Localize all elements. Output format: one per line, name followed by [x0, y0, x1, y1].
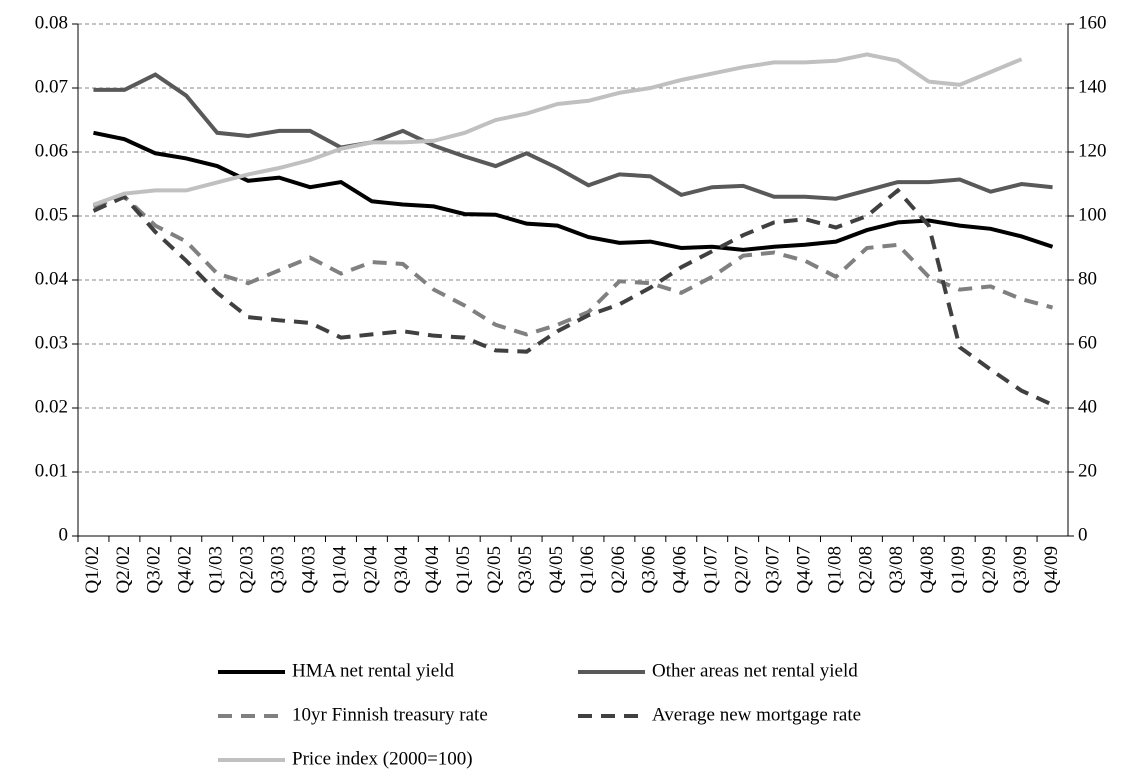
- y2-tick-label: 140: [1078, 76, 1107, 97]
- x-tick-label: Q1/02: [82, 546, 103, 594]
- y2-tick-label: 20: [1078, 460, 1097, 481]
- x-tick-label: Q2/02: [113, 546, 134, 594]
- series-line: [93, 72, 1053, 201]
- x-tick-label: Q4/04: [422, 546, 443, 594]
- y-tick-label: 0.08: [35, 12, 68, 33]
- series-line: [93, 130, 1054, 252]
- y-tick-label: 0.07: [35, 76, 68, 97]
- y-tick-label: 0: [59, 524, 69, 545]
- y-tick-label: 0.02: [35, 396, 68, 417]
- y2-tick-label: 120: [1078, 140, 1107, 161]
- x-tick-label: Q2/03: [237, 546, 258, 594]
- x-tick-label: Q2/08: [855, 546, 876, 594]
- y2-tick-label: 0: [1078, 524, 1088, 545]
- y2-tick-label: 80: [1078, 268, 1097, 289]
- y2-tick-label: 60: [1078, 332, 1097, 353]
- y-tick-label: 0.01: [35, 460, 68, 481]
- x-tick-label: Q2/09: [979, 546, 1000, 594]
- x-tick-label: Q3/02: [144, 546, 165, 594]
- x-tick-label: Q3/03: [267, 546, 288, 594]
- x-tick-label: Q3/06: [639, 546, 660, 594]
- legend-label: Price index (2000=100): [292, 748, 473, 769]
- series-line: [92, 187, 1054, 407]
- x-tick-label: Q1/05: [453, 546, 474, 594]
- legend-label: Average new mortgage rate: [652, 704, 861, 725]
- y2-tick-label: 100: [1078, 204, 1107, 225]
- y-tick-label: 0.05: [35, 204, 68, 225]
- y-tick-label: 0.03: [35, 332, 68, 353]
- x-tick-label: Q4/02: [175, 546, 196, 594]
- y2-tick-label: 160: [1078, 12, 1107, 33]
- x-tick-label: Q3/04: [391, 546, 412, 594]
- legend-label: Other areas net rental yield: [652, 660, 858, 681]
- y-tick-label: 0.06: [35, 140, 68, 161]
- x-tick-label: Q4/07: [793, 546, 814, 594]
- x-tick-label: Q3/08: [886, 546, 907, 594]
- x-tick-label: Q4/06: [670, 546, 691, 594]
- series-line: [92, 194, 1054, 337]
- x-tick-label: Q1/07: [701, 546, 722, 594]
- x-tick-label: Q1/03: [206, 546, 227, 594]
- y-tick-label: 0.04: [35, 268, 69, 289]
- x-tick-label: Q2/07: [732, 546, 753, 594]
- x-tick-label: Q2/06: [608, 546, 629, 594]
- x-tick-label: Q1/09: [948, 546, 969, 594]
- x-tick-label: Q4/05: [546, 546, 567, 594]
- x-tick-label: Q1/06: [577, 546, 598, 594]
- x-tick-label: Q1/04: [329, 546, 350, 594]
- x-tick-label: Q4/08: [917, 546, 938, 594]
- x-tick-label: Q2/04: [360, 546, 381, 594]
- x-tick-label: Q3/09: [1010, 546, 1031, 594]
- x-tick-label: Q4/03: [298, 546, 319, 594]
- x-tick-label: Q3/05: [515, 546, 536, 594]
- x-tick-label: Q1/08: [824, 546, 845, 594]
- x-tick-label: Q2/05: [484, 546, 505, 594]
- y2-tick-label: 40: [1078, 396, 1097, 417]
- legend-label: HMA net rental yield: [292, 660, 454, 681]
- legend-label: 10yr Finnish treasury rate: [292, 704, 488, 725]
- series-line: [92, 52, 1023, 207]
- x-tick-label: Q3/07: [762, 546, 783, 594]
- x-tick-label: Q4/09: [1041, 546, 1062, 594]
